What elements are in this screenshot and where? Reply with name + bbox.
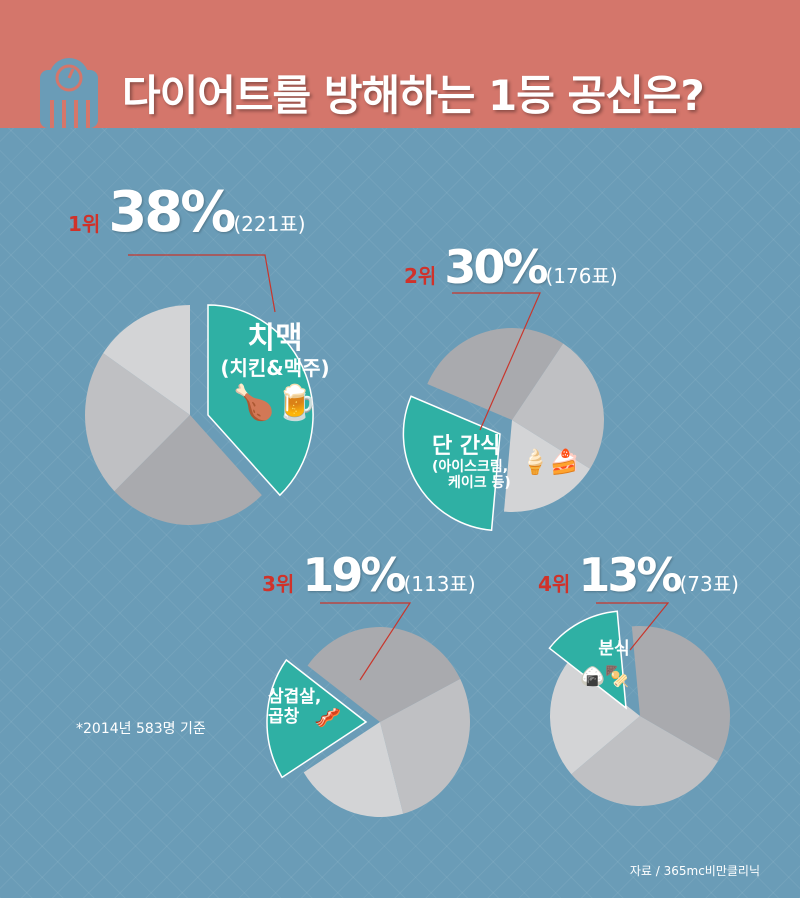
rank-label: 3위 <box>262 572 295 596</box>
slice-label-4: 분식 <box>598 639 630 659</box>
pie-slice-other <box>503 420 591 512</box>
pie-slice-other <box>550 660 640 775</box>
slice-label-1: 치맥 (치킨&맥주) 🍗🍺 <box>210 321 340 423</box>
rank-label: 4위 <box>538 572 571 596</box>
slice-label-2: 단 간식 (아이스크림, 케이크 등) <box>410 434 560 491</box>
pie-slice-other <box>114 415 262 525</box>
snack-food-icon: 🍙🍢 <box>580 664 630 688</box>
category-label: 치맥 <box>247 321 303 356</box>
page-title: 다이어트를 방해하는 1등 공신은? <box>122 71 705 120</box>
votes-label: (73표) <box>679 572 739 596</box>
pie-slice-other <box>571 716 718 806</box>
rank-2-header: 2위 30% (176표) <box>404 240 618 294</box>
clock-tower-icon <box>40 58 98 128</box>
rank-label: 1위 <box>68 212 101 236</box>
percent-label: 30% <box>444 240 548 294</box>
pie-slice-other <box>85 353 190 492</box>
leader-line <box>452 292 541 431</box>
pie-slice-other <box>380 678 471 814</box>
pie-slice-highlight <box>266 658 368 779</box>
category-sub-label: (아이스크림, <box>432 459 509 476</box>
category-sub-label-2: 케이크 등) <box>448 475 511 492</box>
pie-slice-other <box>307 627 461 722</box>
percent-label: 19% <box>302 548 406 602</box>
chicken-beer-icon: 🍗🍺 <box>232 382 318 423</box>
votes-label: (221표) <box>233 212 306 236</box>
rank-1-header: 1위 38% (221표) <box>68 180 306 245</box>
pie-slice-other <box>103 305 190 415</box>
pie-slice-highlight <box>207 304 314 497</box>
pie-slice-highlight <box>548 610 627 710</box>
pie-slice-other <box>303 722 404 817</box>
rank-label: 2위 <box>404 264 437 288</box>
category-label: 단 간식 <box>432 434 501 459</box>
leader-line <box>596 602 670 651</box>
rank-3-header: 3위 19% (113표) <box>262 548 476 602</box>
survey-note: *2014년 583명 기준 <box>76 721 206 737</box>
slice-label-3: 삼겹살, 곱창 <box>268 687 328 727</box>
category-label: 삼겹살, <box>268 687 322 707</box>
leader-line <box>128 254 276 313</box>
pie-slice-other <box>631 626 731 762</box>
category-sub-label: 곱창 <box>268 706 300 727</box>
rank-4-header: 4위 13% (73표) <box>538 548 739 602</box>
pork-belly-icon: 🥓 <box>314 706 342 731</box>
leader-line <box>320 602 412 681</box>
pie-slice-highlight <box>402 395 501 532</box>
votes-label: (113표) <box>403 572 476 596</box>
votes-label: (176표) <box>545 264 618 288</box>
pie-slice-other <box>427 328 564 420</box>
source-credit: 자료 / 365mc비만클리닉 <box>629 864 760 878</box>
dessert-icon: 🍦🍰 <box>520 448 580 476</box>
category-sub-label: (치킨&맥주) <box>220 355 330 380</box>
pie-slice-other <box>512 343 604 469</box>
header-banner <box>0 0 800 128</box>
percent-label: 38% <box>108 180 236 245</box>
percent-label: 13% <box>578 548 682 602</box>
